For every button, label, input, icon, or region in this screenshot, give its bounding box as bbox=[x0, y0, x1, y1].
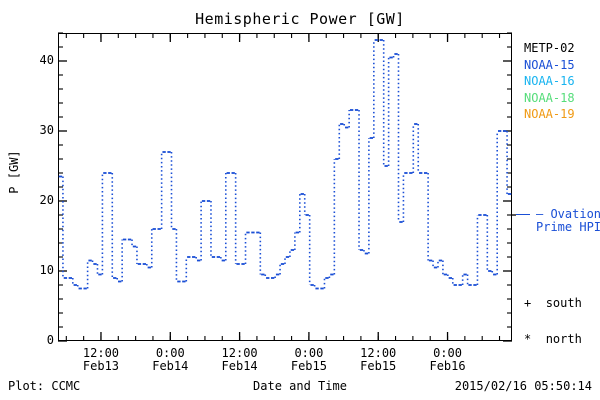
legend-entry-noaa-19: NOAA-19 bbox=[524, 107, 575, 121]
symbol-label: north bbox=[545, 332, 582, 346]
x-tick-date: Feb15 bbox=[360, 359, 397, 373]
legend: METP-02 NOAA-15 NOAA-16 NOAA-18 NOAA-19 bbox=[524, 40, 600, 123]
ovation-legend-line2: Prime HPI bbox=[536, 220, 600, 234]
ovation-legend-dash bbox=[516, 214, 530, 215]
x-tick-label: 0:00 Feb14 bbox=[135, 347, 205, 373]
x-tick-time: 12:00 bbox=[82, 346, 120, 360]
x-tick-date: Feb14 bbox=[221, 359, 258, 373]
chart-title: Hemispheric Power [GW] bbox=[195, 10, 405, 28]
symbol-label: south bbox=[545, 296, 582, 310]
x-tick-date: Feb13 bbox=[82, 359, 120, 373]
x-tick-date: Feb15 bbox=[290, 359, 327, 373]
x-tick-label: 12:00 Feb14 bbox=[205, 347, 275, 373]
ovation-legend-label: — Ovation Prime HPI bbox=[536, 208, 600, 234]
x-tick-time: 12:00 bbox=[221, 346, 258, 360]
x-tick-time: 12:00 bbox=[360, 346, 397, 360]
legend-symbol-north: * north bbox=[524, 332, 582, 346]
x-tick-label: 12:00 Feb13 bbox=[66, 347, 136, 373]
symbol-glyph: * bbox=[524, 332, 532, 346]
x-tick-date: Feb16 bbox=[429, 359, 466, 373]
x-tick-time: 0:00 bbox=[294, 346, 324, 360]
legend-symbol-south: + south bbox=[524, 296, 582, 310]
y-tick-label: 40 bbox=[39, 53, 54, 67]
x-tick-date: Feb14 bbox=[152, 359, 189, 373]
symbol-glyph: + bbox=[524, 296, 532, 310]
x-axis-label: Date and Time bbox=[253, 379, 347, 393]
legend-entry-noaa-15: NOAA-15 bbox=[524, 57, 575, 72]
y-tick-label: 30 bbox=[39, 123, 54, 137]
x-tick-label: 0:00 Feb16 bbox=[413, 347, 483, 373]
legend-entry-noaa-16: NOAA-16 bbox=[524, 74, 575, 88]
y-axis-ticks: 0 10 20 30 40 bbox=[10, 0, 54, 400]
x-tick-time: 0:00 bbox=[433, 346, 462, 360]
plot-timestamp: 2015/02/16 05:50:14 bbox=[454, 379, 592, 393]
ovation-legend-line1: — Ovation bbox=[536, 207, 600, 221]
x-tick-label: 0:00 Feb15 bbox=[274, 347, 344, 373]
x-tick-time: 0:00 bbox=[155, 346, 185, 360]
legend-entry-noaa-18: NOAA-18 bbox=[524, 90, 575, 105]
y-tick-label: 10 bbox=[39, 263, 54, 277]
plot-credit: Plot: CCMC bbox=[8, 379, 81, 393]
y-tick-label: 20 bbox=[39, 193, 54, 207]
legend-entry-metp-02: METP-02 bbox=[524, 41, 575, 55]
x-tick-label: 12:00 Feb15 bbox=[343, 347, 413, 373]
y-tick-label: 0 bbox=[46, 333, 54, 347]
